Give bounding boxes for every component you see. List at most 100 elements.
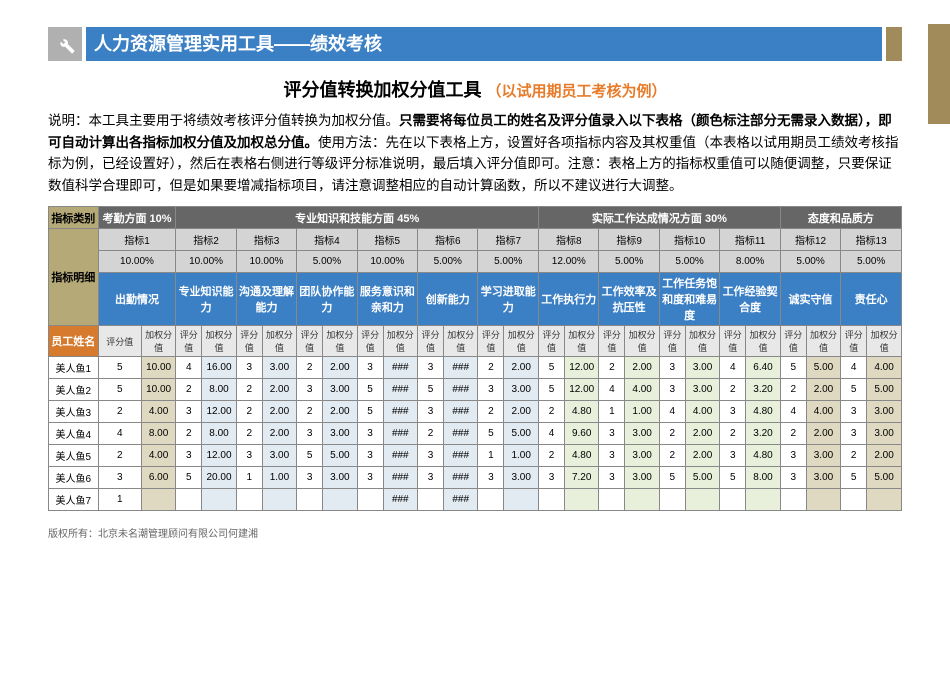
score-cell[interactable]: 3: [357, 423, 383, 445]
score-cell[interactable]: [236, 489, 262, 511]
score-cell[interactable]: 4: [659, 401, 685, 423]
score-cell[interactable]: 3: [659, 357, 685, 379]
score-cell[interactable]: 3: [720, 401, 746, 423]
score-cell[interactable]: 2: [98, 401, 141, 423]
score-cell[interactable]: 5: [659, 467, 685, 489]
score-cell[interactable]: 2: [297, 357, 323, 379]
score-cell[interactable]: 5: [418, 379, 444, 401]
score-cell[interactable]: 3: [236, 357, 262, 379]
indicator-weight: 5.00%: [659, 251, 719, 273]
score-cell[interactable]: 2: [236, 379, 262, 401]
score-cell[interactable]: 3: [841, 423, 867, 445]
score-cell[interactable]: 2: [599, 357, 625, 379]
score-cell[interactable]: 2: [236, 401, 262, 423]
weighted-cell: 8.00: [746, 467, 781, 489]
score-cell[interactable]: 3: [176, 401, 202, 423]
score-cell[interactable]: 4: [98, 423, 141, 445]
score-cell[interactable]: 3: [357, 467, 383, 489]
score-cell[interactable]: 3: [357, 445, 383, 467]
score-cell[interactable]: 2: [841, 445, 867, 467]
score-cell[interactable]: 3: [780, 445, 806, 467]
score-cell[interactable]: 3: [418, 357, 444, 379]
score-cell[interactable]: [478, 489, 504, 511]
score-cell[interactable]: [841, 489, 867, 511]
score-cell[interactable]: 5: [539, 357, 565, 379]
score-cell[interactable]: 2: [478, 401, 504, 423]
score-cell[interactable]: 3: [236, 445, 262, 467]
score-cell[interactable]: 4: [841, 357, 867, 379]
score-cell[interactable]: 5: [780, 357, 806, 379]
score-cell[interactable]: [659, 489, 685, 511]
score-cell[interactable]: 3: [599, 445, 625, 467]
score-cell[interactable]: 2: [720, 423, 746, 445]
score-cell[interactable]: 5: [841, 467, 867, 489]
weighted-cell: 5.00: [685, 467, 720, 489]
score-cell[interactable]: 2: [478, 357, 504, 379]
score-cell[interactable]: 2: [780, 379, 806, 401]
score-cell[interactable]: 1: [478, 445, 504, 467]
score-cell[interactable]: 1: [98, 489, 141, 511]
description: 说明：本工具主要用于将绩效考核评分值转换为加权分值。只需要将每位员工的姓名及评分…: [48, 110, 902, 196]
score-cell[interactable]: 3: [176, 445, 202, 467]
score-cell[interactable]: 2: [539, 401, 565, 423]
score-cell[interactable]: 3: [599, 467, 625, 489]
score-cell[interactable]: 1: [599, 401, 625, 423]
score-cell[interactable]: 4: [599, 379, 625, 401]
score-cell[interactable]: 3: [297, 379, 323, 401]
score-cell[interactable]: 5: [176, 467, 202, 489]
score-cell[interactable]: [599, 489, 625, 511]
score-cell[interactable]: 2: [418, 423, 444, 445]
score-cell[interactable]: 3: [841, 401, 867, 423]
score-cell[interactable]: 3: [418, 467, 444, 489]
score-cell[interactable]: 3: [98, 467, 141, 489]
score-cell[interactable]: 5: [478, 423, 504, 445]
score-cell[interactable]: 5: [98, 379, 141, 401]
score-cell[interactable]: 3: [599, 423, 625, 445]
score-cell[interactable]: 2: [780, 423, 806, 445]
score-cell[interactable]: 3: [539, 467, 565, 489]
score-cell[interactable]: 5: [357, 379, 383, 401]
score-cell[interactable]: 3: [780, 467, 806, 489]
score-cell[interactable]: 3: [478, 467, 504, 489]
score-cell[interactable]: [357, 489, 383, 511]
weighted-cell: [806, 489, 841, 511]
score-cell[interactable]: 3: [720, 445, 746, 467]
score-cell[interactable]: 3: [297, 423, 323, 445]
score-cell[interactable]: 5: [720, 467, 746, 489]
score-cell[interactable]: 2: [176, 423, 202, 445]
score-cell[interactable]: [539, 489, 565, 511]
score-cell[interactable]: 2: [236, 423, 262, 445]
score-cell[interactable]: 3: [659, 379, 685, 401]
score-cell[interactable]: 2: [720, 379, 746, 401]
score-cell[interactable]: 3: [478, 379, 504, 401]
score-cell[interactable]: [720, 489, 746, 511]
score-cell[interactable]: 4: [780, 401, 806, 423]
score-cell[interactable]: [780, 489, 806, 511]
weighted-cell: 2.00: [867, 445, 902, 467]
score-cell[interactable]: 3: [418, 445, 444, 467]
weighted-cell: 3.00: [685, 357, 720, 379]
weighted-cell: 3.00: [806, 467, 841, 489]
score-cell[interactable]: [418, 489, 444, 511]
score-cell[interactable]: [297, 489, 323, 511]
score-cell[interactable]: 5: [357, 401, 383, 423]
score-cell[interactable]: 2: [176, 379, 202, 401]
score-cell[interactable]: [176, 489, 202, 511]
indicator-weight: 5.00%: [297, 251, 357, 273]
score-cell[interactable]: 2: [659, 445, 685, 467]
score-cell[interactable]: 2: [98, 445, 141, 467]
score-cell[interactable]: 5: [841, 379, 867, 401]
score-cell[interactable]: 2: [297, 401, 323, 423]
score-cell[interactable]: 4: [176, 357, 202, 379]
score-cell[interactable]: 5: [539, 379, 565, 401]
score-cell[interactable]: 2: [539, 445, 565, 467]
score-cell[interactable]: 3: [357, 357, 383, 379]
score-cell[interactable]: 4: [720, 357, 746, 379]
score-cell[interactable]: 4: [539, 423, 565, 445]
score-cell[interactable]: 5: [297, 445, 323, 467]
score-cell[interactable]: 3: [418, 401, 444, 423]
score-cell[interactable]: 3: [297, 467, 323, 489]
score-cell[interactable]: 2: [659, 423, 685, 445]
score-cell[interactable]: 1: [236, 467, 262, 489]
score-cell[interactable]: 5: [98, 357, 141, 379]
